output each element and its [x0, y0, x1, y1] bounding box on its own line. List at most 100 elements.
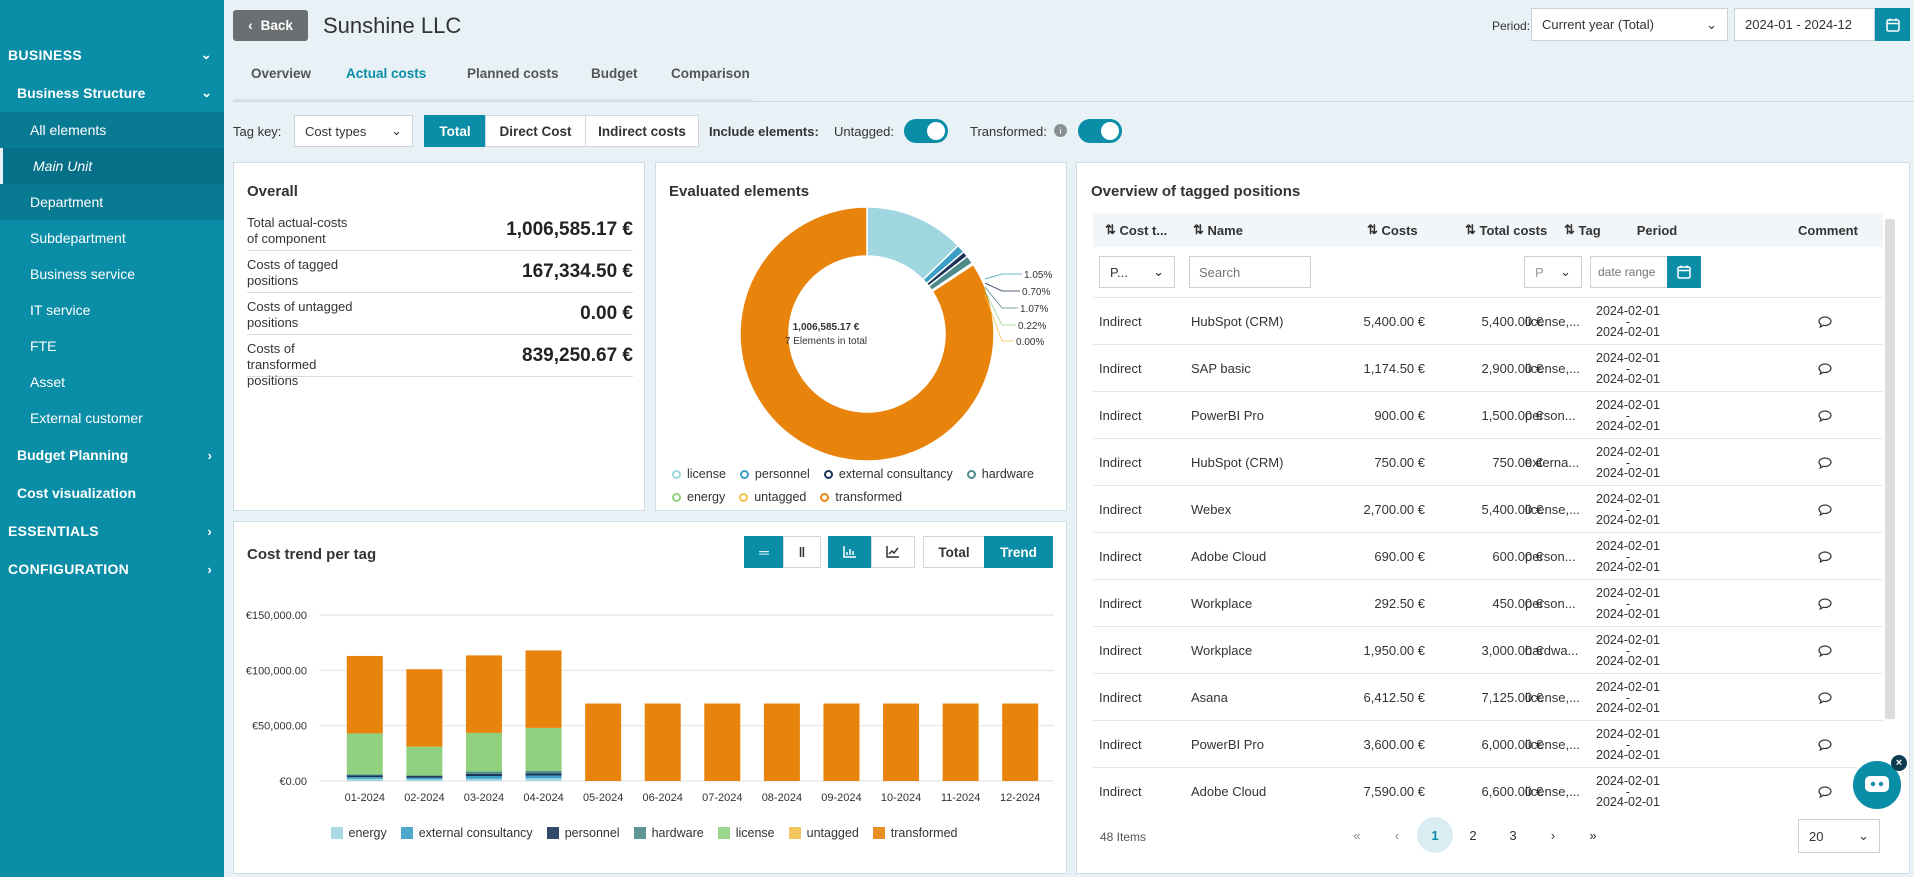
- comment-icon[interactable]: [1818, 486, 1832, 533]
- bar-transformed[interactable]: [346, 655, 383, 734]
- trend-button[interactable]: Trend: [984, 536, 1053, 568]
- bar-energy[interactable]: [465, 778, 502, 781]
- bar-transformed[interactable]: [704, 703, 741, 781]
- bar-transformed[interactable]: [883, 703, 920, 781]
- comment-icon[interactable]: [1818, 533, 1832, 580]
- bar-license[interactable]: [465, 732, 502, 772]
- line-chart-button[interactable]: [871, 536, 915, 568]
- table-row[interactable]: Indirect Asana 6,412.50 € 7,125.00 € license…: [1093, 673, 1883, 720]
- bar-personnel[interactable]: [346, 775, 383, 778]
- legend-item[interactable]: transformed: [872, 826, 957, 840]
- first-page-icon[interactable]: «: [1353, 827, 1361, 843]
- table-row[interactable]: Indirect HubSpot (CRM) 5,400.00 € 5,400.00 …: [1093, 297, 1883, 344]
- sidebar-item-subdepartment[interactable]: Subdepartment: [30, 230, 126, 246]
- comment-icon[interactable]: [1818, 674, 1832, 721]
- trend-total-button[interactable]: Total: [923, 536, 985, 568]
- last-page-icon[interactable]: »: [1589, 827, 1597, 843]
- period-select[interactable]: Current year (Total) ⌄: [1531, 8, 1728, 41]
- legend-item[interactable]: hardware: [966, 463, 1034, 486]
- total-button[interactable]: Total: [424, 115, 486, 147]
- bar-hardware[interactable]: [465, 771, 502, 774]
- untagged-toggle[interactable]: [904, 119, 948, 143]
- bar-external-consultancy[interactable]: [525, 775, 562, 779]
- page-2[interactable]: 2: [1469, 827, 1477, 843]
- comment-icon[interactable]: [1818, 439, 1832, 486]
- comment-icon[interactable]: [1818, 392, 1832, 439]
- sidebar-item-department[interactable]: Department: [0, 184, 224, 220]
- bar-transformed[interactable]: [942, 703, 979, 781]
- bar-transformed[interactable]: [1002, 703, 1039, 781]
- sidebar-section-business[interactable]: BUSINESS ⌄: [0, 36, 224, 74]
- bar-transformed[interactable]: [644, 703, 681, 781]
- sidebar-item-asset[interactable]: Asset: [30, 374, 66, 390]
- page-size-select[interactable]: 20 ⌄: [1798, 819, 1880, 853]
- table-row[interactable]: Indirect HubSpot (CRM) 750.00 €750.00 € ext…: [1093, 438, 1883, 485]
- stack-vertical-button[interactable]: ‖: [783, 536, 821, 568]
- sidebar-section-configuration[interactable]: CONFIGURATION ›: [0, 550, 224, 588]
- indirect-costs-button[interactable]: Indirect costs: [585, 115, 699, 147]
- bar-hardware[interactable]: [406, 775, 443, 777]
- comment-icon[interactable]: [1818, 627, 1832, 674]
- sidebar-item-budget-planning[interactable]: Budget Planning ›: [0, 436, 224, 474]
- tab-planned-costs[interactable]: Planned costs: [467, 66, 559, 81]
- tab-overview[interactable]: Overview: [251, 66, 312, 81]
- bar-personnel[interactable]: [465, 773, 502, 777]
- stack-horizontal-button[interactable]: ═: [744, 536, 784, 568]
- bar-transformed[interactable]: [406, 669, 443, 747]
- page-1[interactable]: 1: [1417, 817, 1453, 853]
- legend-item[interactable]: license: [717, 826, 775, 840]
- legend-item[interactable]: external consultancy: [400, 826, 533, 840]
- calendar-button[interactable]: [1875, 8, 1910, 41]
- bar-license[interactable]: [525, 727, 562, 772]
- calendar-button[interactable]: [1667, 256, 1701, 288]
- tab-comparison[interactable]: Comparison: [671, 66, 750, 81]
- table-row[interactable]: Indirect SAP basic 1,174.50 € 2,900.00 € lic…: [1093, 344, 1883, 391]
- sidebar-item-fte[interactable]: FTE: [30, 338, 57, 354]
- bar-energy[interactable]: [525, 778, 562, 781]
- table-row[interactable]: Indirect Workplace 1,950.00 € 3,000.00 € har…: [1093, 626, 1883, 673]
- bar-transformed[interactable]: [823, 703, 860, 781]
- bar-transformed[interactable]: [465, 655, 502, 733]
- bar-external-consultancy[interactable]: [406, 777, 443, 780]
- info-icon[interactable]: i: [1054, 124, 1067, 137]
- tab-budget[interactable]: Budget: [591, 66, 638, 81]
- table-row[interactable]: Indirect Webex 2,700.00 € 5,400.00 € license…: [1093, 485, 1883, 532]
- comment-icon[interactable]: [1818, 768, 1832, 815]
- table-row[interactable]: Indirect Workplace 292.50 € 450.00 € person.…: [1093, 579, 1883, 626]
- bar-transformed[interactable]: [585, 703, 622, 781]
- comment-icon[interactable]: [1818, 580, 1832, 627]
- tag-filter[interactable]: P ⌄: [1524, 256, 1582, 288]
- close-icon[interactable]: ×: [1891, 755, 1907, 771]
- legend-item[interactable]: untagged: [788, 826, 859, 840]
- bar-transformed[interactable]: [763, 703, 800, 781]
- comment-icon[interactable]: [1818, 298, 1832, 345]
- col-tag[interactable]: ⇅ Tag: [1564, 222, 1601, 238]
- bar-personnel[interactable]: [525, 773, 562, 776]
- sidebar-item-it-service[interactable]: IT service: [30, 302, 91, 318]
- bar-energy[interactable]: [346, 778, 383, 781]
- tag-key-select[interactable]: Cost types ⌄: [294, 115, 413, 147]
- transformed-toggle[interactable]: [1078, 119, 1122, 143]
- bar-license[interactable]: [346, 733, 383, 775]
- tab-actual-costs[interactable]: Actual costs: [346, 66, 427, 81]
- date-range-input[interactable]: 2024-01 - 2024-12: [1734, 8, 1875, 41]
- prev-page-icon[interactable]: ‹: [1394, 827, 1400, 843]
- comment-icon[interactable]: [1818, 345, 1832, 392]
- sidebar-item-main-unit[interactable]: Main Unit: [0, 148, 224, 184]
- bar-personnel[interactable]: [406, 776, 443, 778]
- bar-energy[interactable]: [406, 779, 443, 781]
- col-costs[interactable]: ⇅ Costs: [1367, 222, 1418, 238]
- back-button[interactable]: ‹ Back: [233, 10, 308, 41]
- scrollbar[interactable]: [1885, 219, 1895, 719]
- bar-transformed[interactable]: [525, 650, 562, 728]
- bar-hardware[interactable]: [525, 771, 562, 774]
- bar-chart-button[interactable]: [828, 536, 872, 568]
- bar-hardware[interactable]: [346, 774, 383, 776]
- legend-item[interactable]: external consultancy: [823, 463, 953, 486]
- next-page-icon[interactable]: ›: [1550, 827, 1556, 843]
- sidebar-item-business-service[interactable]: Business service: [30, 266, 136, 282]
- legend-item[interactable]: personnel: [739, 463, 810, 486]
- donut-slice-transformed[interactable]: [739, 206, 995, 462]
- col-name[interactable]: ⇅ Name: [1193, 222, 1243, 238]
- bar-external-consultancy[interactable]: [465, 776, 502, 779]
